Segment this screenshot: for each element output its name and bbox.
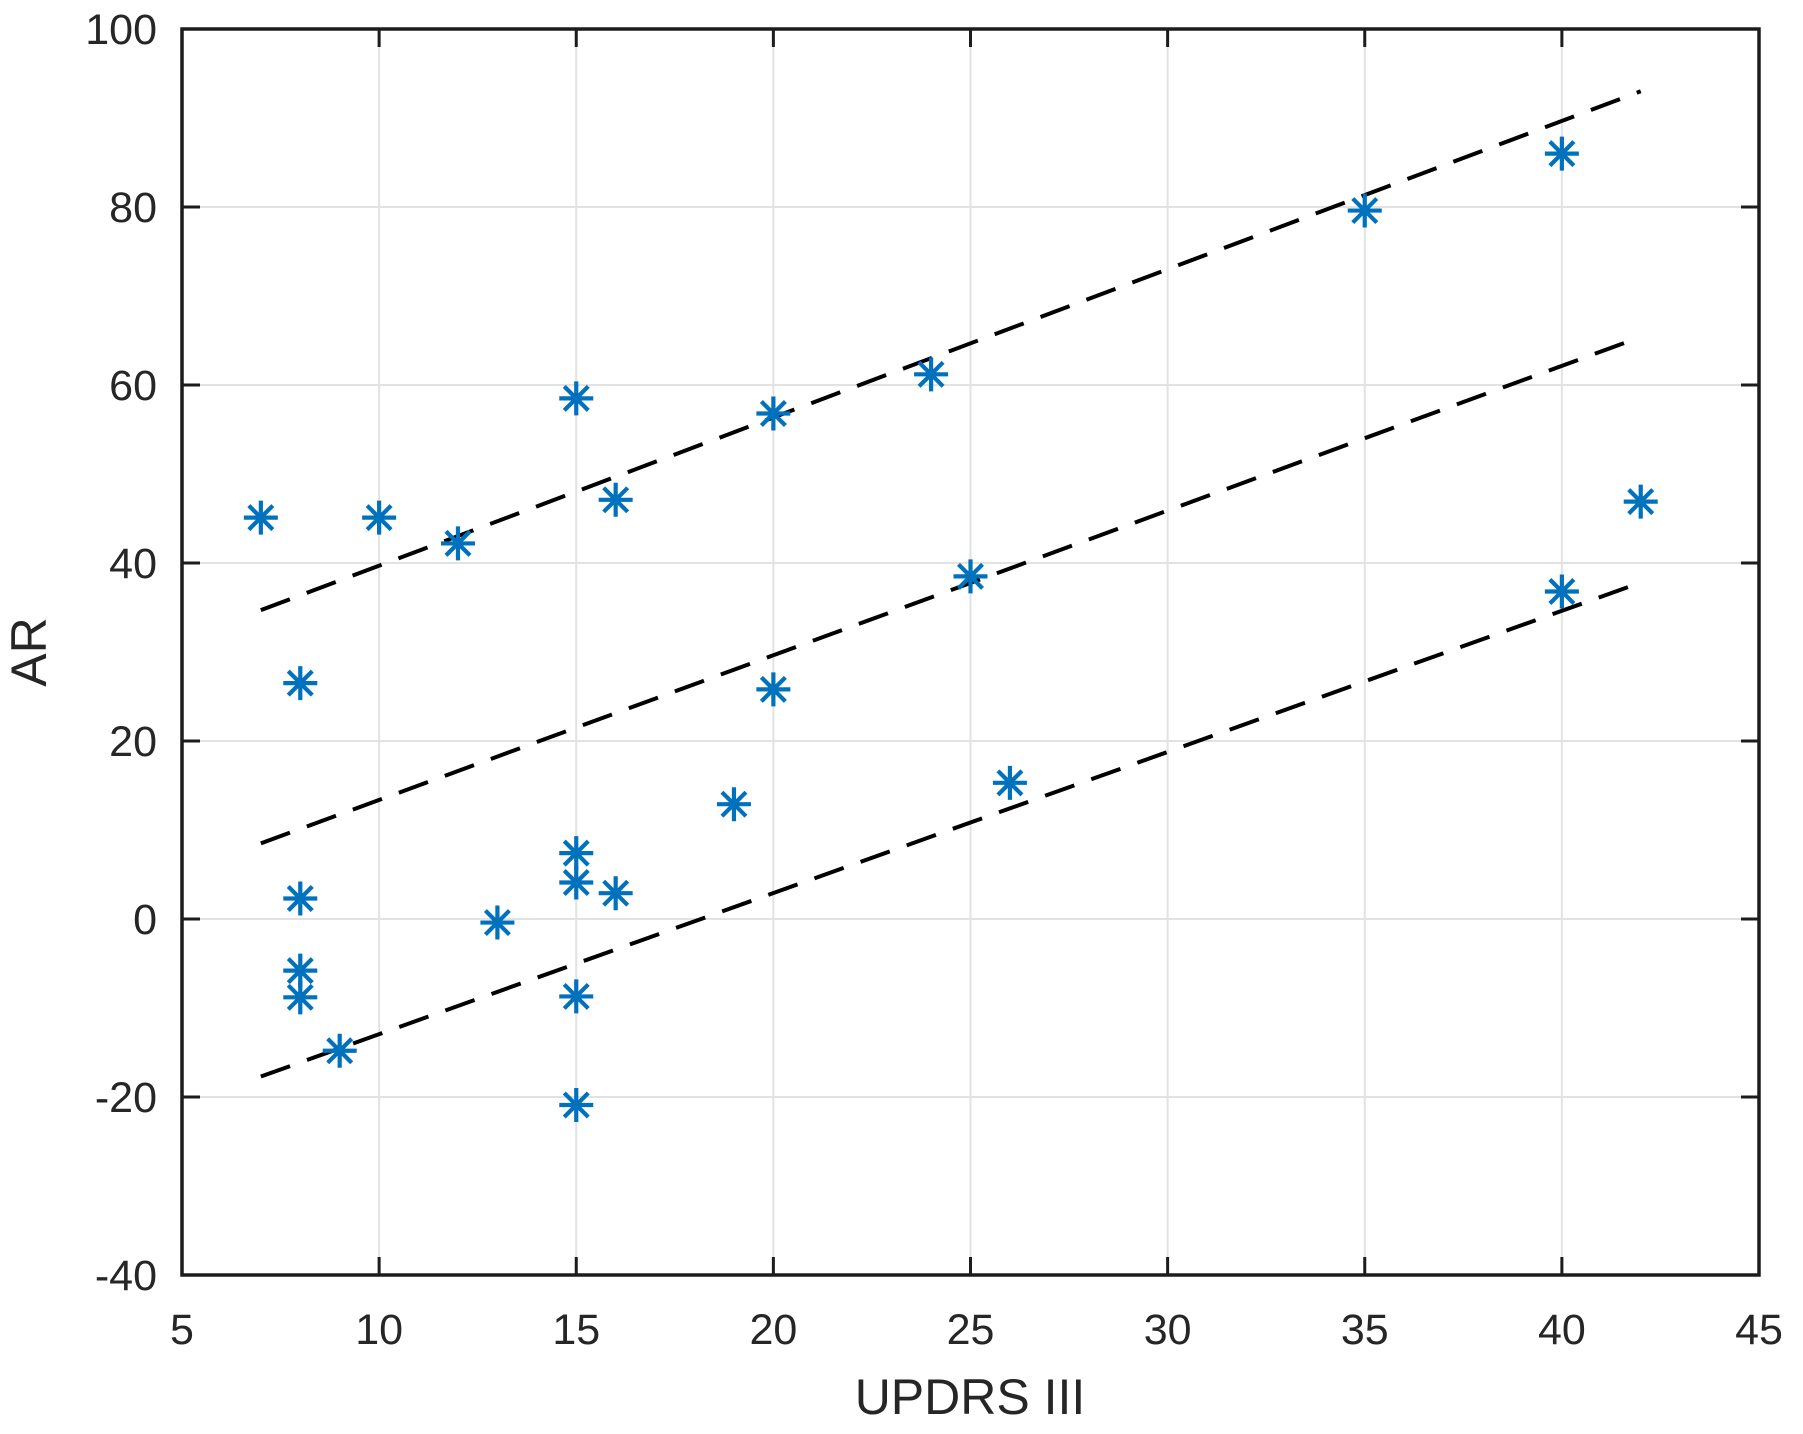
x-tick-label-40: 40 xyxy=(1538,1306,1586,1354)
y-tick-label--20: -20 xyxy=(95,1074,157,1122)
data-point xyxy=(283,666,318,701)
data-point xyxy=(559,865,594,900)
x-tick-label-10: 10 xyxy=(355,1306,403,1354)
data-point xyxy=(559,381,594,416)
y-tick-label-40: 40 xyxy=(109,540,157,588)
upper-confidence-bound-line xyxy=(260,89,1642,613)
y-tick-label-60: 60 xyxy=(109,362,157,410)
x-tick-label-35: 35 xyxy=(1341,1306,1389,1354)
y-tick-label--40: -40 xyxy=(95,1252,157,1300)
data-point xyxy=(283,881,318,916)
data-point xyxy=(283,953,318,988)
x-tick-label-30: 30 xyxy=(1144,1306,1192,1354)
x-axis-label: UPDRS III xyxy=(855,1369,1086,1425)
regression-fit-line xyxy=(260,335,1642,846)
x-tick-label-25: 25 xyxy=(947,1306,995,1354)
y-tick-label-20: 20 xyxy=(109,718,157,766)
data-point xyxy=(756,396,791,431)
trend-lines-layer xyxy=(260,89,1642,1079)
y-axis-label: AR xyxy=(1,617,57,686)
y-tick-label-100: 100 xyxy=(85,6,157,54)
data-point xyxy=(953,559,988,594)
data-point xyxy=(1623,484,1658,519)
data-point xyxy=(480,905,515,940)
data-point xyxy=(322,1033,357,1068)
data-point xyxy=(283,980,318,1015)
data-point xyxy=(559,979,594,1014)
axis-layer xyxy=(180,27,1761,1277)
data-point xyxy=(440,526,475,561)
data-point xyxy=(559,1088,594,1123)
y-tick-label-0: 0 xyxy=(133,896,157,944)
lower-confidence-bound-line xyxy=(260,580,1642,1079)
x-tick-label-15: 15 xyxy=(552,1306,600,1354)
x-tick-label-45: 45 xyxy=(1735,1306,1783,1354)
data-point xyxy=(598,482,633,517)
data-point xyxy=(1544,136,1579,171)
tick-labels-layer: 5 10 15 20 25 30 35 40 45 -40 -20 0 20 40 60 80 100 xyxy=(85,6,1783,1354)
data-point xyxy=(716,787,751,822)
data-point xyxy=(1544,574,1579,609)
data-point xyxy=(243,500,278,535)
data-point xyxy=(598,876,633,911)
data-point xyxy=(914,357,949,392)
data-points-layer xyxy=(243,136,1658,1123)
grid-layer xyxy=(181,28,1760,1276)
data-point xyxy=(362,500,397,535)
y-tick-label-80: 80 xyxy=(109,184,157,232)
data-point xyxy=(559,836,594,871)
data-point xyxy=(756,672,791,707)
x-tick-label-20: 20 xyxy=(749,1306,797,1354)
data-point xyxy=(992,765,1027,800)
x-tick-label-5: 5 xyxy=(170,1306,194,1354)
data-point xyxy=(1347,193,1382,228)
